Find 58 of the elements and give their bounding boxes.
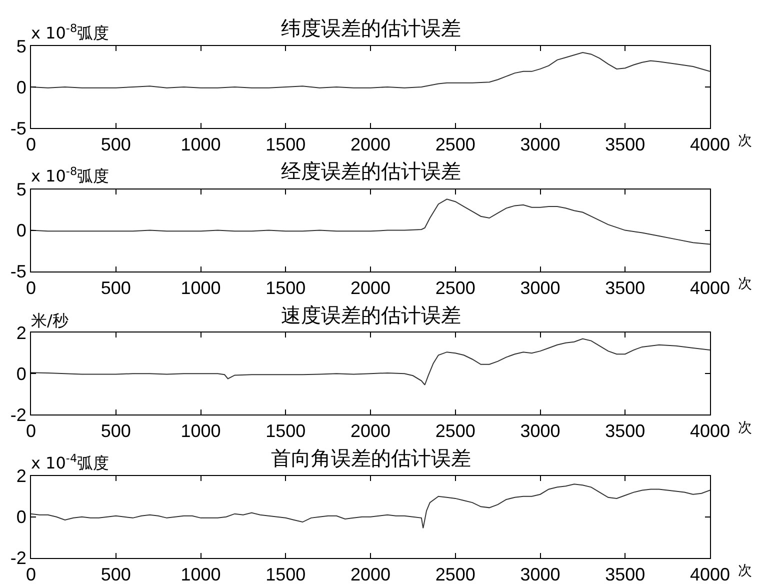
y-tick-label: -5 xyxy=(10,118,26,138)
x-tick-label: 3000 xyxy=(520,421,560,442)
y-tick-label: -5 xyxy=(10,262,26,282)
chart-title: 纬度误差的估计误差 xyxy=(281,16,461,40)
x-tick-label: 4000 xyxy=(690,564,730,584)
x-tick-label: 2000 xyxy=(350,421,391,442)
y-tick-label: -2 xyxy=(10,548,26,568)
x-tick-label: 3000 xyxy=(520,278,560,298)
x-tick-label: 3500 xyxy=(605,564,646,584)
x-tick-label: 3500 xyxy=(605,278,646,298)
y-tick-label: 0 xyxy=(16,77,26,98)
y-axis-title: x 10$^{-8}$弧度 xyxy=(31,165,110,186)
x-tick-label: 500 xyxy=(100,134,131,155)
line-series xyxy=(31,484,710,529)
x-tick-label: 2500 xyxy=(435,421,476,442)
chart-title: 经度误差的估计误差 xyxy=(281,159,461,183)
line-series xyxy=(31,338,710,386)
x-tick-label: 500 xyxy=(100,564,131,584)
y-axis-title: x 10$^{-4}$弧度 xyxy=(31,452,110,473)
x-tick-label: 4000 xyxy=(690,134,730,155)
x-tick-label: 3500 xyxy=(605,421,646,442)
x-tick-label: 3000 xyxy=(520,564,560,584)
y-tick-label: 0 xyxy=(16,507,26,528)
x-tick-label: 2000 xyxy=(350,134,391,155)
y-tick-label: 5 xyxy=(16,180,26,200)
x-tick-label: 500 xyxy=(100,421,131,442)
y-tick-label: 2 xyxy=(16,322,26,343)
x-tick-label: 2500 xyxy=(435,564,476,584)
y-axis-title: x 10$^{-8}$弧度 xyxy=(31,22,110,43)
x-tick-label: 4000 xyxy=(690,421,730,442)
x-tick-label: 2000 xyxy=(350,278,391,298)
x-tick-label: 1000 xyxy=(180,134,221,155)
chart-title: 速度误差的估计误差 xyxy=(281,303,461,327)
x-tick-label: 2500 xyxy=(435,278,476,298)
x-tick-label: 4000 xyxy=(690,278,730,298)
y-tick-label: 0 xyxy=(16,220,26,241)
y-axis-title: 米/秒 xyxy=(31,311,68,330)
x-tick-label: 1500 xyxy=(266,278,306,298)
x-tick-label: 3000 xyxy=(520,134,560,155)
x-tick-label: 2500 xyxy=(435,134,476,155)
y-tick-label: 0 xyxy=(16,364,26,384)
x-tick-label: 1500 xyxy=(266,564,306,584)
x-axis-title: 次 xyxy=(738,563,752,579)
x-tick-label: 1000 xyxy=(180,278,221,298)
chart-title: 首向角误差的估计误差 xyxy=(271,446,471,470)
x-axis-title: 次 xyxy=(738,420,752,436)
y-tick-label: 2 xyxy=(16,466,26,486)
x-axis-title: 次 xyxy=(738,133,752,149)
x-tick-label: 1000 xyxy=(180,421,221,442)
x-tick-label: 1000 xyxy=(180,564,221,584)
x-tick-label: 500 xyxy=(100,278,131,298)
x-tick-label: 1500 xyxy=(266,421,306,442)
x-tick-label: 3500 xyxy=(605,134,646,155)
x-axis-title: 次 xyxy=(738,276,752,292)
y-tick-label: 5 xyxy=(16,36,26,56)
x-tick-label: 1500 xyxy=(266,134,306,155)
y-tick-label: -2 xyxy=(10,404,26,425)
x-tick-label: 2000 xyxy=(350,564,391,584)
